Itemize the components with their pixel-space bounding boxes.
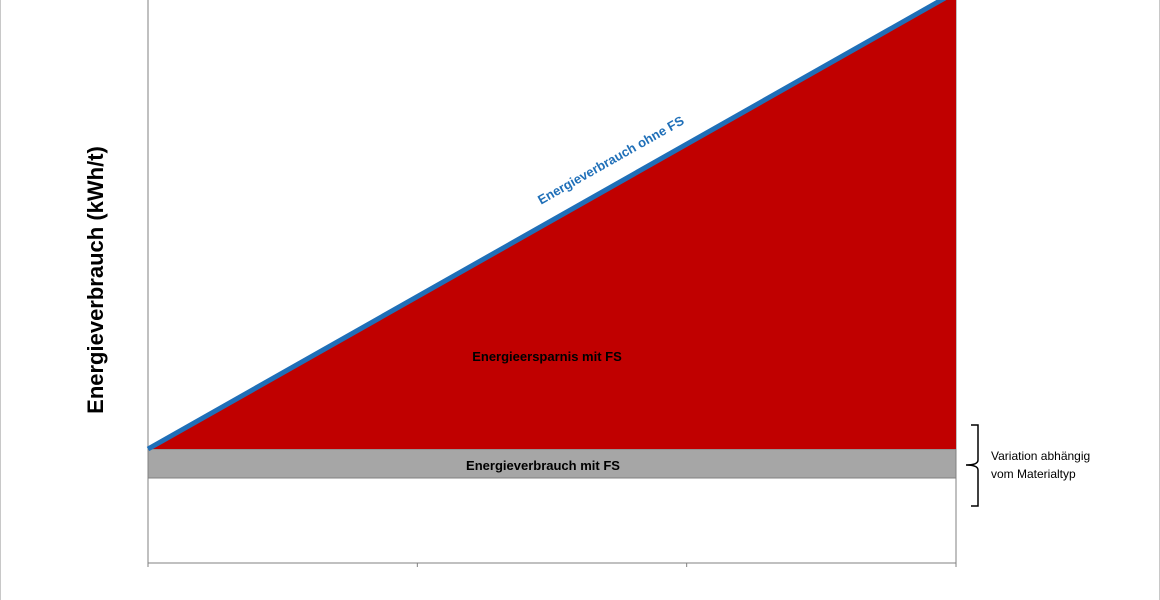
label-energieersparnis-mit-fs: Energieersparnis mit FS [472,349,622,364]
x-axis-ticks: 100%75%50%25% [147,563,957,567]
series-energieverbrauch-ohne-fs-line [146,0,947,452]
series-energieverbrauch-mit-fs-band [147,448,957,479]
annotation-variation-line2: vom Materialtyp [991,467,1076,481]
image-frame-left [0,0,1,600]
annotation-variation-line1: Variation abhängig [991,449,1090,463]
curly-brace-icon [965,424,979,507]
label-energieverbrauch-mit-fs: Energieverbrauch mit FS [466,458,620,473]
